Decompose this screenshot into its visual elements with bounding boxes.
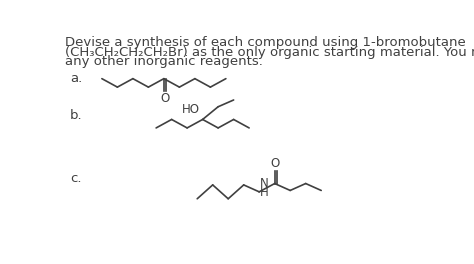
Text: c.: c. [70, 172, 82, 185]
Text: a.: a. [70, 72, 82, 85]
Text: (CH₃CH₂CH₂CH₂Br) as the only organic starting material. You may use: (CH₃CH₂CH₂CH₂Br) as the only organic sta… [64, 45, 474, 59]
Text: O: O [160, 92, 169, 105]
Text: O: O [271, 157, 280, 171]
Text: N: N [260, 177, 269, 190]
Text: HO: HO [182, 103, 201, 116]
Text: any other inorganic reagents.: any other inorganic reagents. [64, 55, 263, 68]
Text: Devise a synthesis of each compound using 1-bromobutane: Devise a synthesis of each compound usin… [64, 36, 465, 49]
Text: b.: b. [70, 110, 83, 122]
Text: H: H [260, 186, 269, 199]
